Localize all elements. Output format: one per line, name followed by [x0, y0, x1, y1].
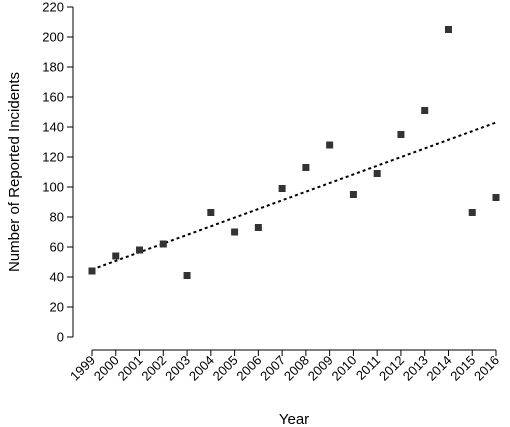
data-point — [112, 252, 120, 260]
y-tick-label: 20 — [50, 300, 64, 315]
y-tick-label: 60 — [50, 240, 64, 255]
y-tick-label: 160 — [42, 90, 64, 105]
y-tick-label: 80 — [50, 210, 64, 225]
x-tick-label: 2012 — [376, 353, 407, 384]
trendline-path — [91, 121, 497, 271]
data-point — [183, 272, 191, 279]
x-tick-label: 2003 — [162, 353, 193, 384]
data-point — [278, 185, 286, 192]
x-tick-label: 2008 — [281, 353, 312, 384]
data-point — [254, 224, 262, 231]
x-tick-label: 2005 — [210, 353, 241, 384]
x-tick-label: 2006 — [233, 353, 264, 384]
x-axis: 1999200020012002200320042005200620072008… — [67, 349, 502, 384]
data-point — [373, 170, 381, 177]
data-point — [231, 228, 239, 236]
x-tick-label: 2009 — [305, 353, 336, 384]
data-point — [444, 26, 452, 33]
data-point — [136, 246, 144, 254]
y-tick-label: 220 — [42, 0, 64, 15]
x-tick-label: 2001 — [115, 353, 146, 384]
data-point — [397, 131, 405, 138]
x-tick-label: 2011 — [353, 353, 383, 383]
data-point — [88, 267, 96, 275]
y-tick-label: 140 — [42, 120, 64, 135]
x-tick-label: 2010 — [328, 353, 359, 384]
data-point — [326, 141, 334, 149]
y-tick-label: 100 — [42, 180, 64, 195]
data-point — [421, 107, 429, 114]
x-axis-title: Year — [279, 411, 309, 427]
y-axis: 0 20 40 60 80 100 120 140 160 180 200 220 — [42, 0, 74, 345]
x-tick-label: 2007 — [257, 353, 288, 384]
x-tick-label: 2000 — [91, 353, 122, 384]
x-tick-label: 2013 — [400, 353, 431, 384]
data-point — [302, 164, 310, 171]
data-points — [88, 26, 500, 279]
data-point — [207, 209, 215, 216]
y-tick-label: 40 — [50, 270, 64, 285]
x-tick-label: 2016 — [471, 353, 502, 384]
y-tick-label: 200 — [42, 30, 64, 45]
x-tick-label: 2004 — [186, 353, 217, 384]
x-tick-label: 2002 — [138, 353, 169, 384]
x-tick-label: 2015 — [447, 353, 478, 384]
y-axis-title: Number of Reported Incidents — [6, 72, 23, 272]
x-tick-label: 2014 — [424, 353, 455, 384]
y-tick-label: 0 — [57, 330, 64, 345]
x-tick-label: 1999 — [67, 353, 98, 384]
data-point — [492, 194, 500, 201]
y-tick-label: 180 — [42, 60, 64, 75]
y-tick-label: 120 — [42, 150, 64, 165]
data-point — [159, 240, 167, 248]
trendline — [91, 121, 497, 271]
data-point — [468, 209, 476, 216]
data-point — [349, 191, 357, 198]
